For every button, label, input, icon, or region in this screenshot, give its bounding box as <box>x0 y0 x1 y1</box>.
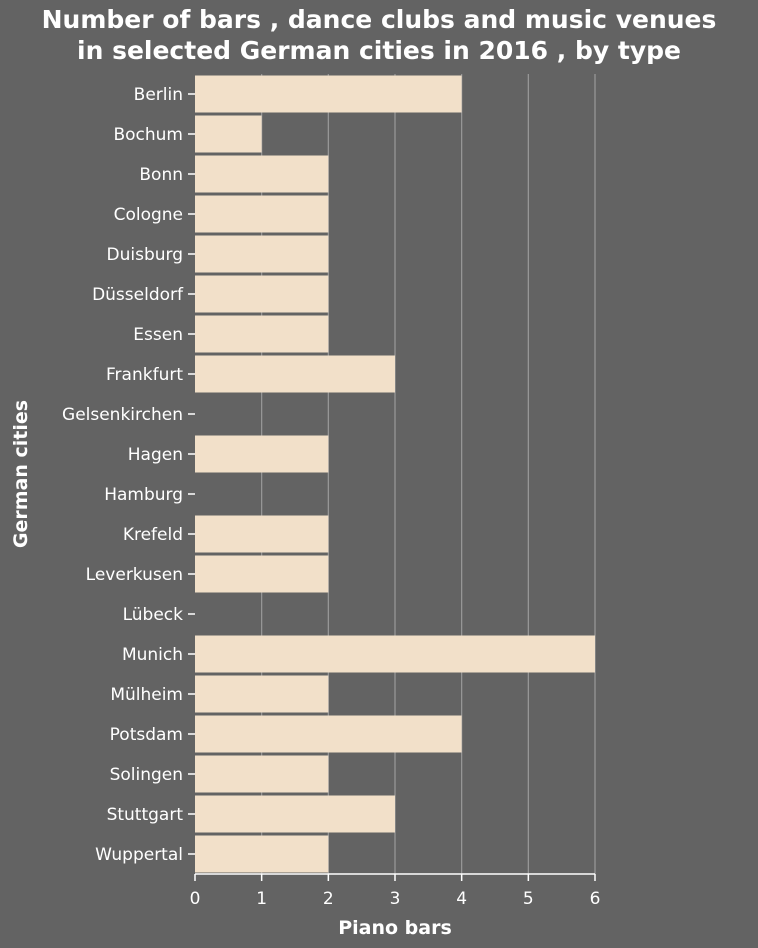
ytick-label-essen: Essen <box>133 325 183 345</box>
bar-duisburg <box>195 235 329 273</box>
ytick-label-munich: Munich <box>122 645 183 665</box>
bar-essen <box>195 315 329 353</box>
xtick-label-2: 2 <box>323 889 334 909</box>
chart-title-line-2: in selected German cities in 2016 , by t… <box>77 36 681 65</box>
x-axis-label: Piano bars <box>338 917 452 939</box>
ytick-label-gelsenkirchen: Gelsenkirchen <box>62 405 183 425</box>
bar-düsseldorf <box>195 275 329 313</box>
bar-munich <box>195 635 595 673</box>
ytick-label-stuttgart: Stuttgart <box>107 805 184 825</box>
ytick-label-leverkusen: Leverkusen <box>86 565 183 585</box>
ytick-label-düsseldorf: Düsseldorf <box>92 285 184 305</box>
ytick-label-cologne: Cologne <box>114 205 183 225</box>
bar-stuttgart <box>195 795 395 833</box>
xtick-label-3: 3 <box>390 889 401 909</box>
bar-potsdam <box>195 715 462 753</box>
ytick-label-hagen: Hagen <box>128 445 183 465</box>
ytick-label-krefeld: Krefeld <box>123 525 183 545</box>
bar-leverkusen <box>195 555 329 593</box>
ytick-label-wuppertal: Wuppertal <box>95 845 183 865</box>
bar-krefeld <box>195 515 329 553</box>
y-axis-label: German cities <box>10 400 32 548</box>
ytick-label-duisburg: Duisburg <box>107 245 184 265</box>
ytick-label-mülheim: Mülheim <box>110 685 183 705</box>
ytick-label-bonn: Bonn <box>139 165 183 185</box>
ytick-label-solingen: Solingen <box>110 765 183 785</box>
ytick-label-bochum: Bochum <box>113 125 183 145</box>
ytick-label-berlin: Berlin <box>134 85 183 105</box>
chart-title: Number of bars , dance clubs and music v… <box>0 4 758 66</box>
ytick-label-frankfurt: Frankfurt <box>106 365 183 385</box>
bar-solingen <box>195 755 329 793</box>
xtick-label-6: 6 <box>590 889 601 909</box>
bar-hagen <box>195 435 329 473</box>
bar-berlin <box>195 75 462 113</box>
chart-title-line-1: Number of bars , dance clubs and music v… <box>41 5 717 34</box>
bar-bochum <box>195 115 262 153</box>
xtick-label-4: 4 <box>456 889 467 909</box>
bar-bonn <box>195 155 329 193</box>
ytick-label-lübeck: Lübeck <box>123 605 184 625</box>
bar-frankfurt <box>195 355 395 393</box>
xtick-label-5: 5 <box>523 889 534 909</box>
ytick-label-hamburg: Hamburg <box>104 485 183 505</box>
ytick-label-potsdam: Potsdam <box>110 725 183 745</box>
bar-mülheim <box>195 675 329 713</box>
bar-cologne <box>195 195 329 233</box>
bar-wuppertal <box>195 835 329 873</box>
xtick-label-1: 1 <box>256 889 267 909</box>
xtick-label-0: 0 <box>190 889 201 909</box>
